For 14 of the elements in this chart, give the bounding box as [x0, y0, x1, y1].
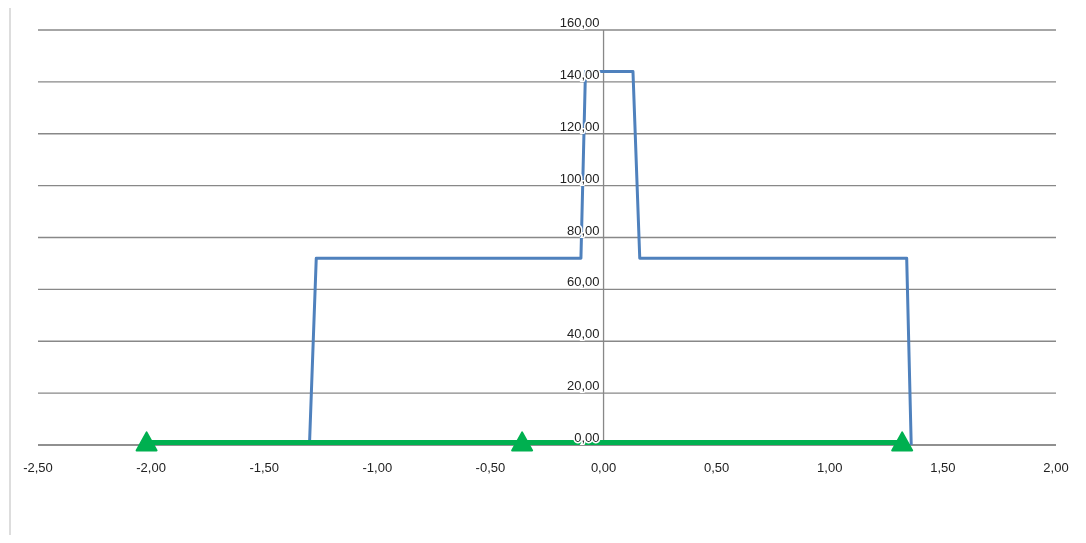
x-tick-label: 2,00: [1043, 460, 1069, 475]
x-tick-label: -1,00: [362, 460, 393, 475]
y-tick-label: 40,00: [567, 326, 600, 342]
y-tick-label: 60,00: [567, 274, 600, 290]
y-tick-label: 20,00: [567, 378, 600, 394]
x-tick-label: -2,00: [136, 460, 166, 475]
y-tick-label: 160,00: [559, 15, 600, 30]
x-tick-label: 1,00: [817, 460, 843, 475]
x-tick-label: 1,50: [930, 460, 956, 475]
x-tick-label: 0,50: [704, 460, 730, 475]
x-tick-label: -1,50: [249, 460, 280, 475]
x-tick-label: -2,50: [23, 460, 53, 475]
x-tick-label: -0,50: [475, 460, 506, 475]
x-tick-label: 0,00: [590, 460, 617, 475]
